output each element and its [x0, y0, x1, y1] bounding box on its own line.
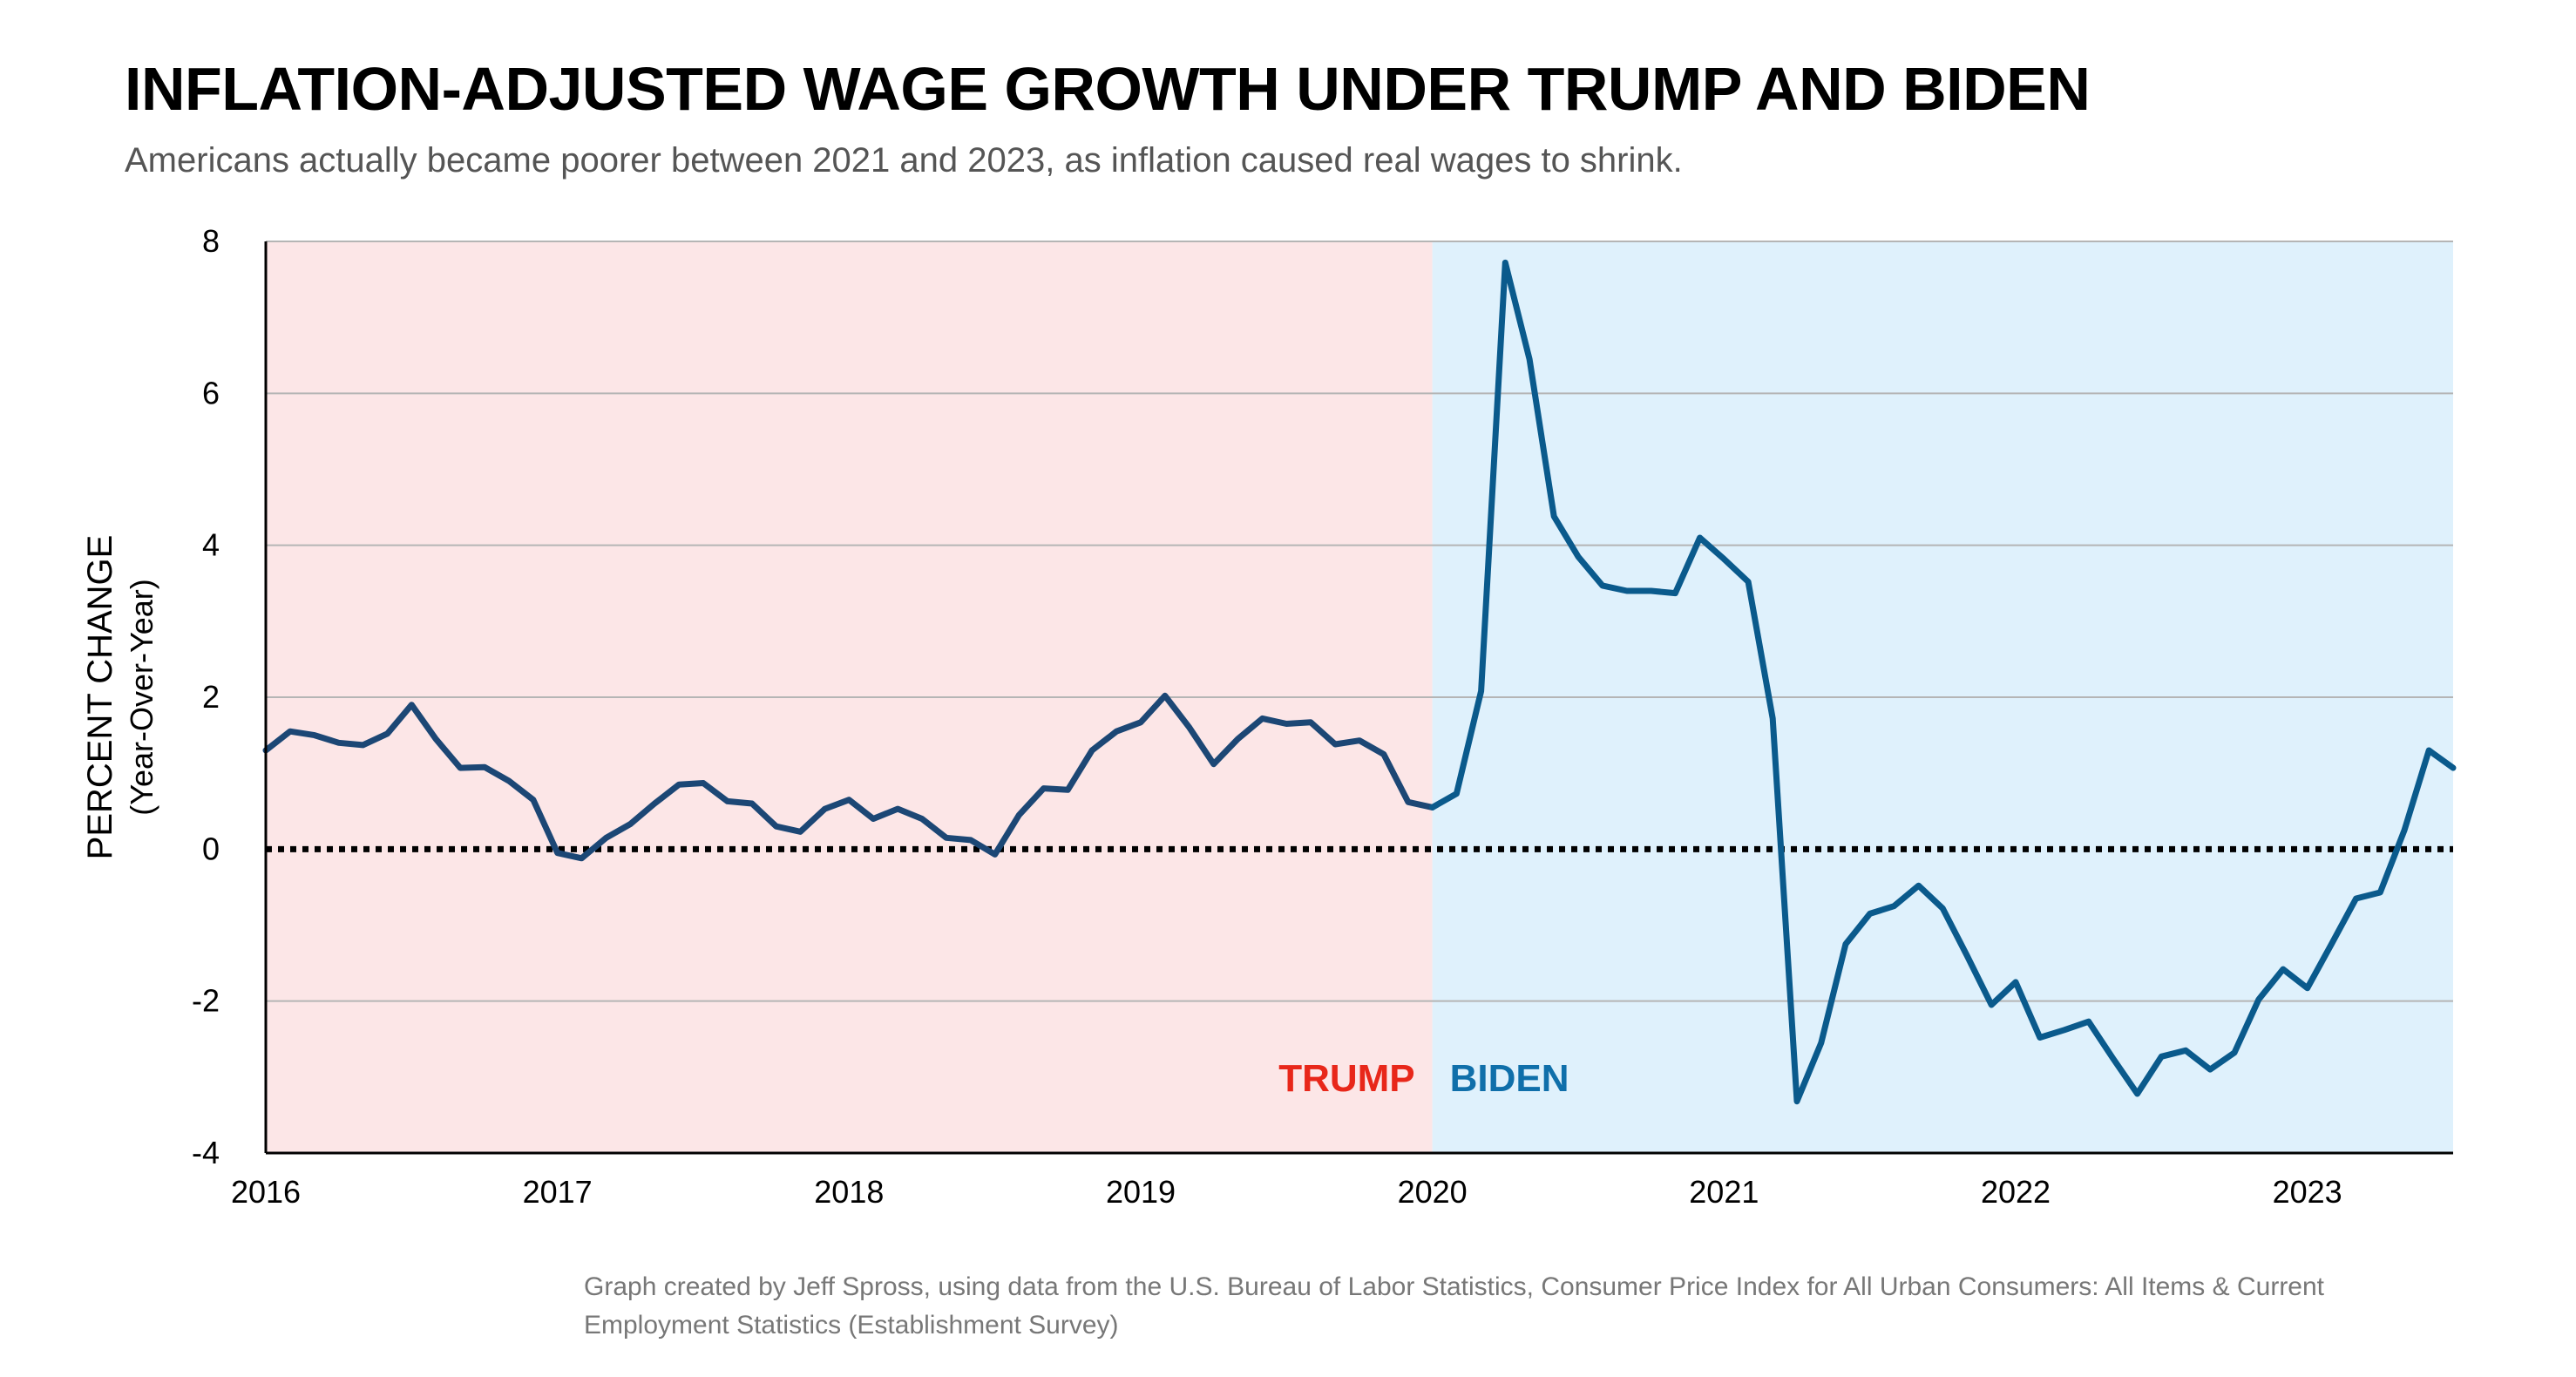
y-tick-label: 2	[202, 679, 220, 715]
source-footnote: Graph created by Jeff Spross, using data…	[584, 1272, 2325, 1340]
y-tick-label: -4	[192, 1135, 220, 1170]
x-tick-label: 2022	[1981, 1174, 2051, 1210]
x-tick-label: 2020	[1398, 1174, 1468, 1210]
labels-layer: TRUMP BIDEN	[1278, 1057, 1569, 1100]
y-axis-subtitle: (Year-Over-Year)	[124, 579, 159, 815]
gridlines-layer	[266, 241, 2453, 1002]
page-title: INFLATION-ADJUSTED WAGE GROWTH UNDER TRU…	[125, 55, 2091, 123]
y-tick-label: 8	[202, 223, 220, 259]
y-tick-label: -2	[192, 983, 220, 1019]
series-layer	[262, 259, 2457, 1105]
region-label-biden: BIDEN	[1450, 1057, 1569, 1100]
x-tick-label: 2021	[1689, 1174, 1759, 1210]
region-label-trump: TRUMP	[1278, 1057, 1414, 1100]
y-axis-title: PERCENT CHANGE	[81, 535, 119, 860]
y-tick-label: 4	[202, 527, 220, 563]
y-tick-label: 0	[202, 831, 220, 866]
x-tick-label: 2019	[1106, 1174, 1176, 1210]
axes-layer: -4 -2 0 2 4 6 8 2016 2017 2018 2019 2020 2021 2022 202…	[81, 223, 2453, 1210]
x-tick-label: 2018	[814, 1174, 884, 1210]
y-tick-label: 6	[202, 375, 220, 410]
x-tick-label: 2023	[2273, 1174, 2342, 1210]
page-subtitle: Americans actually became poorer between…	[125, 141, 1683, 180]
series-line-trump	[262, 692, 1436, 862]
x-tick-label: 2017	[523, 1174, 593, 1210]
series-line-biden	[1429, 259, 2457, 1105]
x-tick-label: 2016	[231, 1174, 301, 1210]
